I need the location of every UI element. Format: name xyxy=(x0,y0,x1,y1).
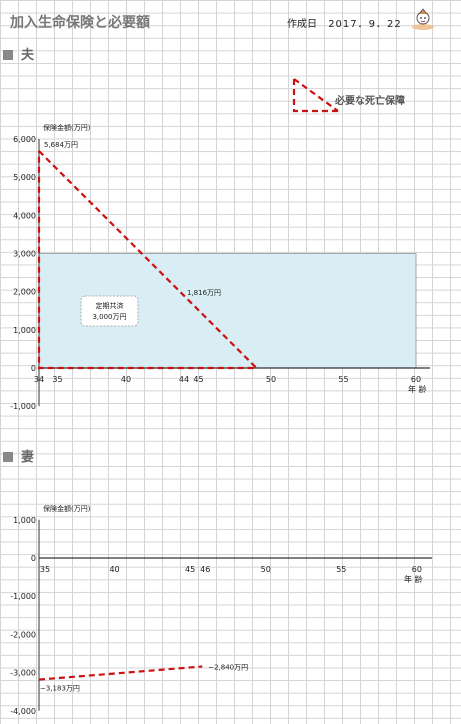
section-husband-label: 夫 xyxy=(21,48,35,63)
y-tick-label: 0 xyxy=(31,554,36,563)
need-end-label: −2,840万円 xyxy=(208,663,248,671)
y-tick-label: 2,000 xyxy=(13,288,36,297)
y-tick-label: 1,000 xyxy=(13,326,36,335)
section-wife: 妻 xyxy=(3,446,34,465)
husband-chart: -1,000 0 1,000 2,000 3,000 4,000 5,000 6,000 34… xyxy=(10,123,430,411)
created-label: 作成日 xyxy=(287,19,317,30)
x-axis-label: 年 齢 xyxy=(404,574,423,584)
page-title: 加入生命保険と必要額 xyxy=(10,15,150,31)
x-tick-label: 40 xyxy=(109,565,119,574)
x-tick-label: 50 xyxy=(261,565,271,574)
x-tick-label: 55 xyxy=(336,565,346,574)
y-tick-label: -4,000 xyxy=(10,707,36,716)
y-tick-label: 6,000 xyxy=(13,135,36,144)
x-tick-label: 55 xyxy=(338,375,348,384)
x-tick-label: 35 xyxy=(40,565,50,574)
x-tick-label: 46 xyxy=(200,565,210,574)
need-start-label: −3,183万円 xyxy=(40,685,80,693)
x-tick-label: 50 xyxy=(266,375,276,384)
x-tick-label: 60 xyxy=(412,565,422,574)
necessary-death-benefit-line xyxy=(37,150,260,370)
x-tick-label: 40 xyxy=(121,375,131,384)
y-axis-label: 保険金額(万円) xyxy=(43,504,91,513)
section-square-icon xyxy=(3,452,13,462)
coverage-amount: 3,000万円 xyxy=(92,313,126,321)
x-axis-label: 年 齢 xyxy=(408,384,427,394)
need-mid-label: 1,816万円 xyxy=(187,289,221,297)
created-date-value: 2017．9．22 xyxy=(328,19,402,30)
section-husband: 夫 xyxy=(3,44,34,63)
legend-label: 必要な死亡保障 xyxy=(335,96,405,107)
y-tick-label: 4,000 xyxy=(13,211,36,220)
mascot-icon xyxy=(412,8,434,30)
y-tick-label: 1,000 xyxy=(13,516,36,525)
y-axis-label: 保険金額(万円) xyxy=(43,123,91,132)
x-tick-label: 60 xyxy=(411,375,421,384)
coverage-callout xyxy=(80,295,139,327)
need-start-label: 5,684万円 xyxy=(44,141,78,149)
legend-triangle-icon xyxy=(292,78,339,113)
y-tick-label: -2,000 xyxy=(10,630,36,639)
section-square-icon xyxy=(3,50,13,60)
y-tick-label: -1,000 xyxy=(10,592,36,601)
x-tick-label: 44 xyxy=(179,375,189,384)
y-tick-label: 3,000 xyxy=(13,249,36,258)
created-date: 作成日 2017．9．22 xyxy=(287,15,402,30)
y-tick-label: -1,000 xyxy=(10,402,36,411)
necessary-death-benefit-line xyxy=(38,665,203,681)
x-tick-label: 34 xyxy=(34,375,44,384)
y-tick-label: 0 xyxy=(31,364,36,373)
section-wife-label: 妻 xyxy=(21,450,35,465)
x-tick-label: 45 xyxy=(185,565,195,574)
x-tick-label: 45 xyxy=(193,375,203,384)
y-tick-label: -3,000 xyxy=(10,669,36,678)
legend: 必要な死亡保障 xyxy=(292,77,422,117)
x-tick-label: 35 xyxy=(52,375,62,384)
coverage-name: 定期共済 xyxy=(96,301,124,310)
y-tick-label: 5,000 xyxy=(13,173,36,182)
